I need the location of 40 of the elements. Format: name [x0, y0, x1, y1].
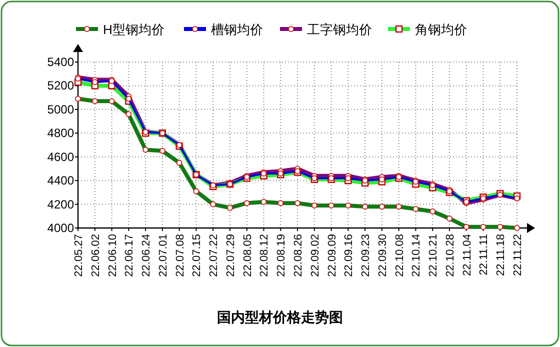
y-tick-label: 4600	[47, 150, 74, 164]
x-tick-label: 22.07.15	[191, 234, 204, 277]
x-tick-label: 22.08.19	[276, 234, 288, 277]
x-tick-label: 22.09.16	[343, 234, 356, 277]
x-tick-label: 22.06.17	[124, 234, 136, 277]
x-tick-label: 22.07.01	[157, 234, 170, 277]
x-tick-label: 22.09.09	[326, 234, 338, 277]
x-tick-label: 22.11.22	[512, 234, 524, 276]
x-tick-label: 22.07.22	[208, 234, 220, 277]
x-tick-label: 22.09.23	[360, 234, 372, 277]
x-tick-label: 22.11.18	[495, 234, 508, 276]
x-tick-label: 22.06.02	[90, 234, 102, 277]
y-tick-label: 5000	[47, 102, 74, 116]
y-tick-label: 4200	[47, 197, 74, 212]
y-tick-label: 5400	[47, 55, 74, 69]
x-tick-label: 22.10.21	[428, 234, 440, 277]
legend-label: 工字钢均价	[307, 22, 372, 37]
x-tick-label: 22.08.05	[242, 234, 254, 277]
x-tick-label: 22.10.28	[444, 234, 456, 277]
y-tick-label: 4400	[47, 174, 74, 188]
text: 国内型材价格走势图	[217, 309, 343, 325]
x-tick-label: 22.11.11	[478, 234, 490, 276]
x-tick-label: 22.06.24	[140, 234, 153, 277]
x-tick-label: 22.08.26	[292, 234, 304, 277]
x-tick-label: 22.10.14	[410, 234, 423, 277]
x-tick-label: 22.05.27	[73, 234, 85, 277]
legend-label: 角钢均价	[415, 22, 467, 37]
legend-label: H型钢均价	[103, 22, 164, 37]
y-tick-label: 4000	[47, 221, 74, 235]
x-tick-label: 22.06.10	[106, 234, 119, 277]
x-tick-label: 22.10.08	[394, 234, 406, 277]
x-tick-label: 22.09.02	[309, 234, 322, 277]
y-tick-label: 4800	[47, 126, 74, 140]
legend-label: 槽钢均价	[211, 22, 263, 37]
x-tick-label: 22.07.08	[174, 234, 186, 277]
x-tick-label: 22.11.04	[461, 234, 474, 276]
x-tick-label: 22.07.29	[224, 234, 237, 277]
x-tick-label: 22.09.30	[376, 234, 389, 277]
y-tick-label: 5200	[47, 78, 74, 93]
x-tick-label: 22.08.12	[258, 234, 271, 277]
